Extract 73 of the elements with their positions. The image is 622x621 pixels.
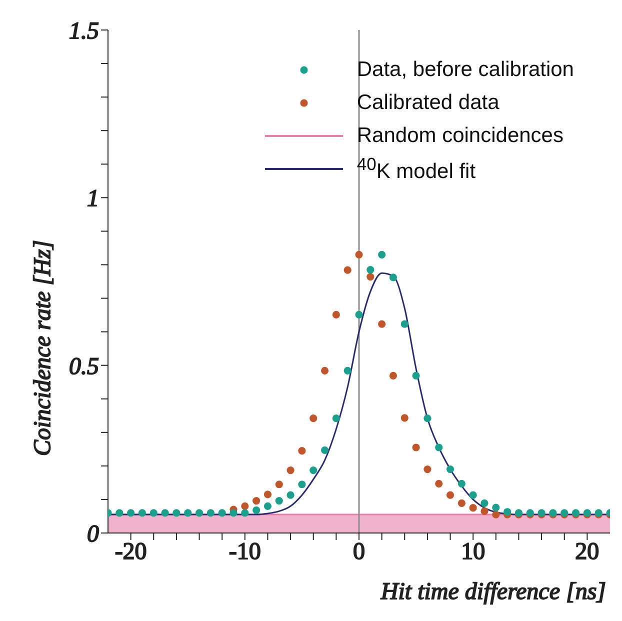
y-tick-label: 0: [87, 522, 99, 548]
legend-label: $^{40}$K model fit: [356, 154, 476, 184]
point: [172, 509, 180, 517]
point: [366, 266, 374, 274]
point: [218, 509, 226, 517]
point: [264, 490, 272, 498]
x-tick-label: 20: [575, 539, 600, 566]
point: [400, 320, 408, 328]
point: [458, 480, 466, 488]
point: [252, 506, 260, 514]
point: [298, 447, 306, 455]
point: [424, 465, 432, 474]
y-tick-label: 0.5: [69, 354, 99, 380]
point: [469, 491, 477, 499]
point: [286, 491, 294, 499]
point: [424, 414, 432, 422]
x-tick-label: -10: [228, 539, 261, 566]
point: [492, 504, 500, 512]
point: [127, 509, 135, 517]
point: [298, 480, 306, 488]
point: [310, 414, 318, 422]
point: [275, 480, 283, 488]
y-tick-label: 1: [87, 186, 99, 212]
point: [161, 509, 169, 517]
point: [184, 509, 192, 517]
point: [332, 414, 340, 422]
point: [310, 466, 318, 474]
point: [400, 414, 408, 422]
point: [480, 507, 488, 516]
point: [275, 497, 283, 505]
point: [469, 504, 477, 512]
point: [480, 499, 488, 507]
point: [355, 310, 363, 318]
point: [264, 502, 272, 510]
point: [412, 444, 420, 452]
legend-label: Random coincidences: [356, 124, 564, 148]
point: [504, 508, 512, 516]
point: [389, 372, 398, 380]
point: [332, 310, 340, 318]
point: [435, 480, 443, 488]
point: [195, 509, 204, 517]
point: [458, 499, 466, 507]
point: [344, 366, 352, 374]
point: [252, 497, 260, 505]
point: [378, 320, 386, 328]
point: [116, 509, 124, 517]
point: [241, 502, 249, 510]
x-tick-label: -20: [114, 539, 147, 566]
x-tick-label: 10: [461, 539, 486, 566]
point: [344, 266, 352, 274]
point: [320, 446, 329, 454]
legend-label: Calibrated data: [356, 90, 500, 114]
point: [320, 366, 329, 374]
point: [389, 274, 398, 282]
point: [241, 509, 249, 517]
point: [286, 466, 294, 474]
point: [446, 491, 454, 499]
y-tick-label: 1.5: [69, 18, 99, 45]
point: [138, 509, 146, 517]
point: [230, 509, 238, 517]
point: [412, 372, 420, 380]
point: [150, 509, 158, 517]
point: [355, 250, 363, 258]
x-axis-title: Hit time difference [ns]: [380, 579, 606, 605]
point: [492, 510, 500, 518]
x-tick-label: 0: [353, 539, 365, 566]
legend-label: Data, before calibration: [356, 58, 574, 82]
y-axis-title: Coincidence rate [Hz]: [30, 240, 56, 456]
point: [435, 444, 443, 452]
point: [378, 250, 386, 258]
point: [366, 273, 374, 281]
point: [206, 509, 214, 517]
point: [446, 465, 454, 474]
